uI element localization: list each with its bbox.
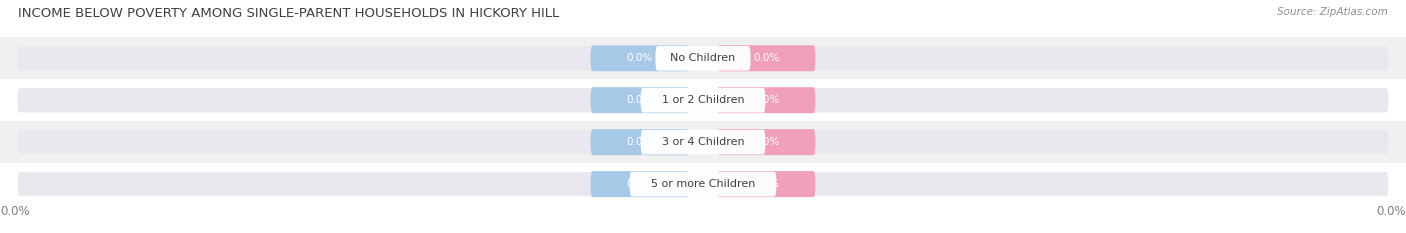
Text: 0.0%: 0.0% [754,137,779,147]
Text: INCOME BELOW POVERTY AMONG SINGLE-PARENT HOUSEHOLDS IN HICKORY HILL: INCOME BELOW POVERTY AMONG SINGLE-PARENT… [18,7,560,20]
FancyBboxPatch shape [17,88,1389,112]
FancyBboxPatch shape [641,130,765,154]
Text: 0.0%: 0.0% [0,205,30,218]
FancyBboxPatch shape [655,46,751,71]
Text: No Children: No Children [671,53,735,63]
Text: 0.0%: 0.0% [754,179,779,189]
Text: 0.0%: 0.0% [627,95,652,105]
FancyBboxPatch shape [641,88,765,113]
FancyBboxPatch shape [17,130,1389,154]
FancyBboxPatch shape [591,45,689,71]
Text: 0.0%: 0.0% [627,179,652,189]
Text: 0.0%: 0.0% [754,53,779,63]
FancyBboxPatch shape [17,46,1389,70]
Text: 0.0%: 0.0% [627,53,652,63]
FancyBboxPatch shape [17,172,1389,196]
FancyBboxPatch shape [0,37,1406,79]
FancyBboxPatch shape [717,45,815,71]
FancyBboxPatch shape [591,171,689,197]
Text: 3 or 4 Children: 3 or 4 Children [662,137,744,147]
Text: 1 or 2 Children: 1 or 2 Children [662,95,744,105]
Text: Source: ZipAtlas.com: Source: ZipAtlas.com [1277,7,1388,17]
Text: 0.0%: 0.0% [627,137,652,147]
Text: 0.0%: 0.0% [754,95,779,105]
FancyBboxPatch shape [717,87,815,113]
FancyBboxPatch shape [717,171,815,197]
FancyBboxPatch shape [0,121,1406,163]
FancyBboxPatch shape [0,163,1406,205]
FancyBboxPatch shape [591,87,689,113]
FancyBboxPatch shape [0,79,1406,121]
FancyBboxPatch shape [630,172,776,196]
FancyBboxPatch shape [717,129,815,155]
Text: 5 or more Children: 5 or more Children [651,179,755,189]
FancyBboxPatch shape [591,129,689,155]
Text: 0.0%: 0.0% [1376,205,1406,218]
